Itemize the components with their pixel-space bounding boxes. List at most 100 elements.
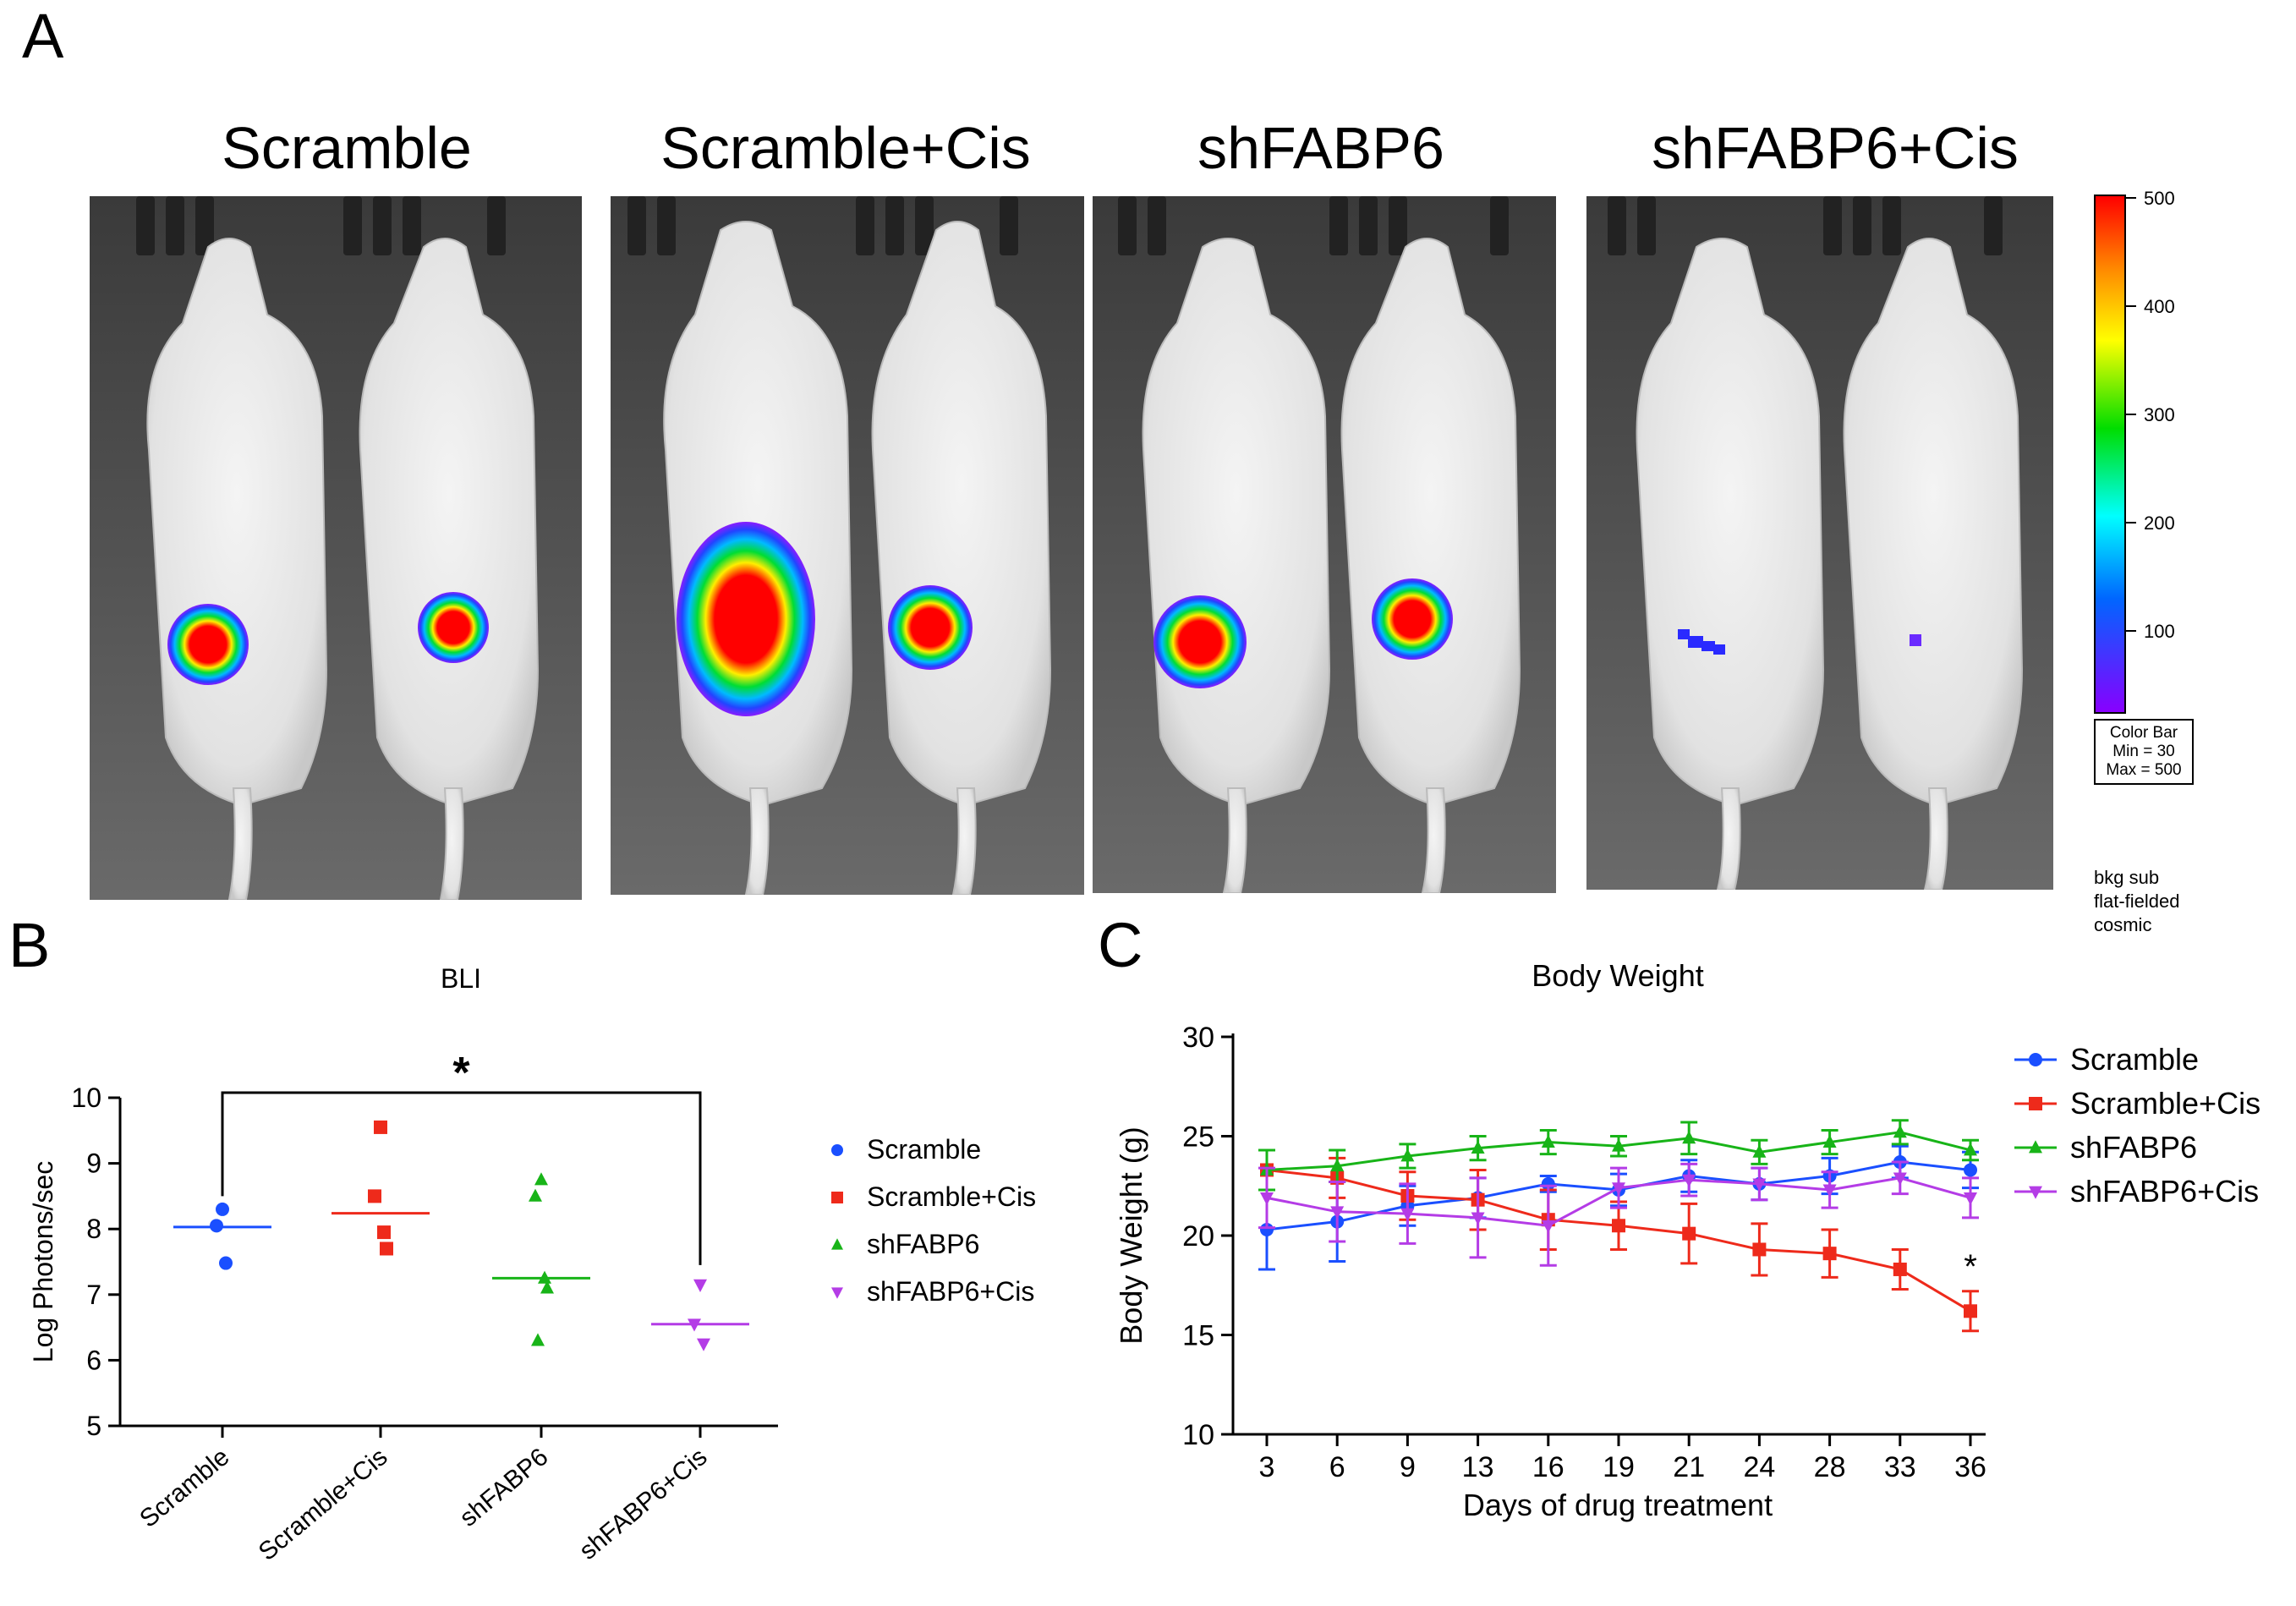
- x-tick-label: 36: [1954, 1451, 1986, 1483]
- note-line: cosmic: [2094, 914, 2152, 935]
- x-tick-label: 13: [1462, 1451, 1494, 1483]
- significance-bracket: [221, 1091, 702, 1265]
- y-tick-label: 7: [86, 1280, 101, 1310]
- x-tick-label: shFABP6+Cis: [574, 1443, 713, 1565]
- data-point: [1964, 1304, 1977, 1318]
- colorbar-tick-500: 500: [2144, 188, 2175, 209]
- significance-star: *: [452, 1049, 470, 1098]
- legend-marker: [831, 1144, 843, 1156]
- data-point: [1893, 1262, 1907, 1276]
- colorbar-box-line: Color Bar: [2109, 724, 2178, 742]
- data-point: [531, 1333, 545, 1346]
- mouse-image-shfabp6: [1093, 196, 1556, 893]
- mouse-image-shfabp6-cis: [1586, 196, 2053, 890]
- data-point: [1893, 1172, 1907, 1186]
- legend-label: shFABP6: [2070, 1130, 2197, 1165]
- processing-notes: bkg sub flat-fielded cosmic: [2094, 866, 2180, 937]
- data-point: [1752, 1178, 1767, 1192]
- legend-marker: [2029, 1186, 2042, 1199]
- legend-label: shFABP6+Cis: [867, 1276, 1034, 1307]
- x-axis-label: Days of drug treatment: [1463, 1488, 1773, 1522]
- colorbar-box-line: Max = 500: [2106, 761, 2182, 779]
- y-tick-label: 5: [86, 1411, 101, 1441]
- data-point: [1471, 1212, 1485, 1225]
- x-tick-label: 19: [1603, 1451, 1635, 1483]
- x-tick-label: 16: [1532, 1451, 1564, 1483]
- mouse-image-scramble: [90, 196, 582, 900]
- y-tick-label: 30: [1182, 1022, 1214, 1054]
- legend-label: Scramble+Cis: [867, 1181, 1036, 1212]
- significance-star: *: [1964, 1248, 1977, 1285]
- data-point: [1541, 1134, 1555, 1148]
- data-point: [1330, 1158, 1345, 1172]
- x-tick-label: 9: [1400, 1451, 1416, 1483]
- chart-b-title: BLI: [441, 963, 481, 994]
- y-tick-label: 6: [86, 1345, 101, 1375]
- legend-label: shFABP6: [867, 1229, 979, 1259]
- data-point: [1612, 1182, 1625, 1196]
- legend-label: shFABP6+Cis: [2070, 1174, 2259, 1209]
- mouse-image-scramble-cis: [611, 196, 1084, 895]
- mouse-pair-illustration: [611, 196, 1084, 895]
- data-point: [380, 1241, 393, 1256]
- y-tick-label: 10: [1182, 1419, 1214, 1451]
- data-point: [1400, 1208, 1415, 1221]
- data-point: [210, 1219, 223, 1233]
- x-tick-label: Scramble: [134, 1443, 234, 1533]
- x-tick-label: shFABP6: [454, 1443, 553, 1532]
- note-line: bkg sub: [2094, 867, 2160, 888]
- y-axis-label: Log Photons/sec: [28, 1161, 58, 1362]
- x-tick-label: 3: [1259, 1451, 1275, 1483]
- data-point: [1612, 1219, 1625, 1233]
- data-point: [1682, 1174, 1696, 1187]
- data-point: [1541, 1176, 1555, 1191]
- colorbar-tick-100: 100: [2144, 621, 2175, 642]
- data-point: [693, 1279, 707, 1292]
- x-tick-label: 21: [1673, 1451, 1705, 1483]
- y-tick-label: 20: [1182, 1220, 1214, 1252]
- x-tick-label: Scramble+Cis: [254, 1443, 393, 1566]
- colorbar-legend-box: Color Bar Min = 30 Max = 500: [2094, 719, 2194, 785]
- data-point: [529, 1188, 542, 1202]
- group-title-scramble: Scramble: [222, 115, 472, 181]
- data-point: [1822, 1134, 1837, 1148]
- mouse-pair-illustration: [1093, 196, 1556, 893]
- data-point: [216, 1202, 229, 1216]
- x-tick-label: 6: [1329, 1451, 1345, 1483]
- y-tick-label: 10: [71, 1083, 101, 1113]
- data-point: [1260, 1222, 1274, 1236]
- y-tick-label: 25: [1182, 1121, 1214, 1154]
- legend-marker: [831, 1238, 843, 1250]
- data-point: [1752, 1144, 1767, 1158]
- mouse-pair-illustration: [1586, 196, 2053, 890]
- data-point: [377, 1225, 391, 1240]
- data-point: [1752, 1242, 1767, 1257]
- color-bar: [2094, 195, 2126, 714]
- data-point: [1260, 1192, 1274, 1206]
- colorbar-tick-marks: [2124, 197, 2136, 632]
- y-tick-label: 15: [1182, 1320, 1214, 1352]
- data-point: [1682, 1131, 1696, 1144]
- data-point: [1400, 1148, 1415, 1162]
- legend-marker: [2029, 1097, 2042, 1110]
- y-tick-label: 9: [86, 1148, 101, 1179]
- data-point: [374, 1120, 387, 1134]
- colorbar-tick-300: 300: [2144, 404, 2175, 425]
- legend-marker: [2029, 1053, 2042, 1066]
- x-tick-label: 24: [1743, 1451, 1775, 1483]
- legend-marker: [2029, 1140, 2042, 1154]
- data-point: [534, 1172, 548, 1186]
- y-axis-label: Body Weight (g): [1114, 1126, 1148, 1344]
- data-point: [1822, 1184, 1837, 1198]
- data-point: [1964, 1163, 1977, 1177]
- data-point: [1964, 1192, 1977, 1206]
- panel-a-letter: A: [22, 1, 64, 71]
- colorbar-tick-200: 200: [2144, 512, 2175, 534]
- data-point: [1612, 1138, 1625, 1152]
- data-point: [697, 1338, 710, 1351]
- x-tick-label: 28: [1814, 1451, 1846, 1483]
- y-tick-label: 8: [86, 1214, 101, 1244]
- colorbar-box-line: Min = 30: [2112, 743, 2175, 760]
